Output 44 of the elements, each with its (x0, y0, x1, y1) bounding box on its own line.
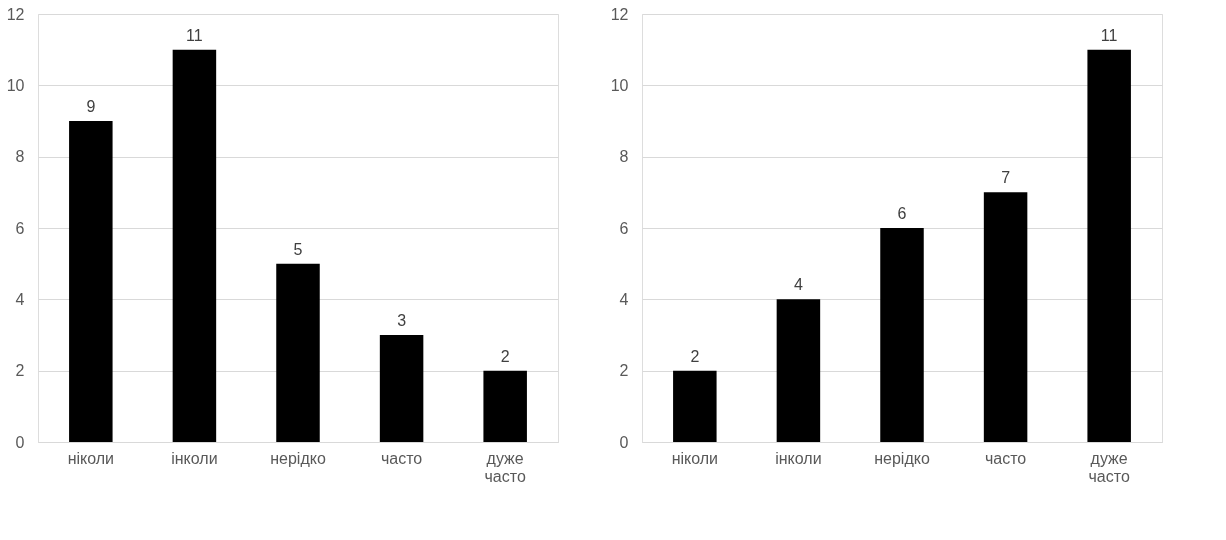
data-label: 2 (500, 347, 510, 365)
bar (276, 263, 320, 442)
y-tick-label: 10 (6, 76, 25, 94)
data-label: 9 (86, 98, 96, 115)
data-label: 11 (1100, 26, 1118, 44)
x-tick-label: нерідко (874, 449, 930, 467)
x-tick-label: ніколи (67, 449, 115, 467)
x-tick-label: інколи (775, 449, 822, 467)
x-tick-label: інколи (171, 449, 218, 467)
y-tick-label: 6 (15, 219, 25, 237)
data-label: 7 (1001, 169, 1011, 187)
bar (673, 370, 717, 442)
y-tick-label: 0 (15, 433, 25, 451)
data-label: 5 (293, 240, 303, 258)
bar (1087, 49, 1131, 442)
data-label: 2 (690, 347, 700, 365)
x-tick-label: ніколи (671, 449, 719, 467)
bar (483, 370, 527, 442)
y-tick-label: 10 (610, 76, 629, 94)
bar (69, 121, 113, 442)
x-tick-label: нерідко (270, 449, 326, 467)
y-tick-label: 2 (619, 362, 629, 380)
bar (172, 49, 217, 442)
x-tick-label: часто (380, 449, 423, 467)
bar (379, 335, 424, 442)
y-tick-label: 12 (6, 5, 25, 23)
y-tick-label: 0 (619, 433, 629, 451)
bar (880, 228, 924, 442)
data-label: 6 (897, 205, 907, 222)
y-tick-label: 4 (15, 290, 25, 308)
y-tick-label: 4 (619, 290, 629, 308)
y-tick-label: 12 (610, 5, 629, 23)
y-tick-label: 6 (619, 219, 629, 237)
y-tick-label: 2 (15, 362, 25, 380)
x-tick-label: часто (984, 449, 1027, 467)
data-label: 11 (186, 26, 203, 44)
x-tick-label: дуже часто (484, 449, 526, 485)
data-label: 4 (793, 276, 803, 294)
y-tick-label: 8 (15, 148, 25, 166)
bar (983, 192, 1028, 442)
y-tick-label: 8 (619, 148, 629, 166)
data-label: 3 (397, 312, 407, 329)
x-tick-label: дуже часто (1088, 449, 1130, 485)
bar (776, 299, 821, 442)
